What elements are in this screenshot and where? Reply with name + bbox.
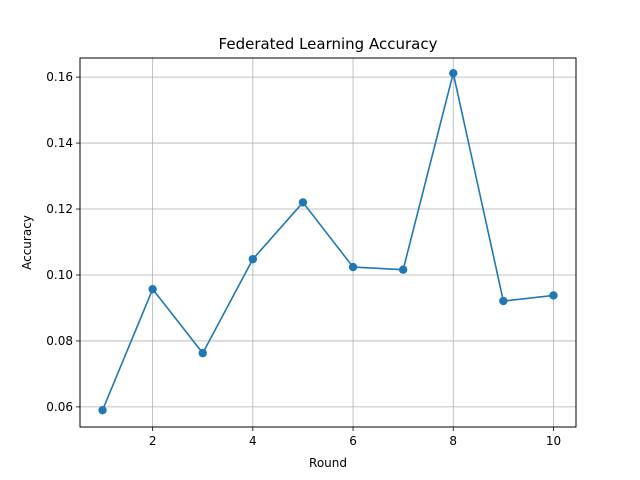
data-point — [449, 68, 458, 78]
data-point — [298, 198, 308, 207]
series-line — [101, 72, 554, 411]
y-tick-label: 0.16 — [46, 70, 73, 84]
y-tick-label: 0.08 — [46, 334, 73, 348]
data-point — [398, 265, 408, 274]
grid-lines — [80, 58, 576, 427]
x-tick-label: 4 — [249, 434, 257, 448]
data-point — [198, 348, 207, 358]
data-point — [98, 405, 107, 415]
x-tick-label: 6 — [349, 434, 357, 448]
x-axis-title: Round — [309, 456, 347, 470]
data-point — [348, 262, 358, 272]
y-axis-title: Accuracy — [20, 215, 34, 270]
data-point — [148, 284, 157, 294]
plot-area-frame — [79, 57, 577, 428]
y-tick-label: 0.12 — [46, 202, 73, 216]
data-point — [499, 296, 508, 306]
x-tick-label: 2 — [149, 434, 157, 448]
y-tick-label: 0.06 — [46, 400, 73, 414]
y-tick-label: 0.10 — [46, 268, 73, 282]
x-tick-label: 10 — [546, 434, 561, 448]
x-tick-label: 8 — [449, 434, 457, 448]
data-point — [248, 254, 258, 264]
series-layer — [98, 68, 558, 415]
data-point — [549, 291, 558, 300]
chart-title: Federated Learning Accuracy — [219, 35, 438, 53]
y-tick-label: 0.14 — [46, 136, 73, 150]
axis-ticks: 2 4 6 8 10 0.06 0.08 0.10 0.12 0.14 0.16 — [46, 70, 561, 448]
